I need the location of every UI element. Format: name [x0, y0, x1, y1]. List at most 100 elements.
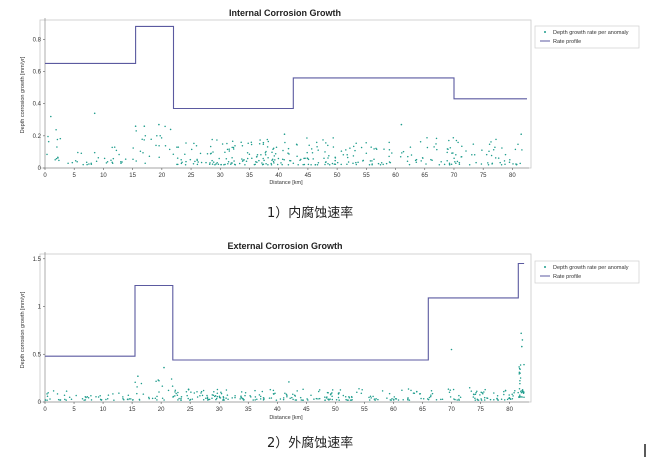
- data-point: [519, 382, 521, 385]
- data-point: [190, 391, 192, 393]
- data-point: [144, 162, 146, 164]
- data-point: [356, 391, 358, 394]
- data-point: [428, 396, 431, 399]
- data-point: [239, 398, 241, 400]
- y-axis-label: Depth corrosion growth [mm/yr]: [20, 291, 26, 368]
- data-point: [351, 396, 353, 399]
- data-point: [86, 396, 89, 398]
- data-point: [240, 141, 242, 143]
- data-point: [448, 139, 450, 142]
- data-point: [242, 159, 244, 161]
- data-point: [134, 125, 137, 127]
- data-point: [401, 152, 403, 154]
- data-point: [161, 385, 164, 387]
- data-point: [368, 164, 371, 166]
- data-point: [143, 139, 145, 141]
- data-point: [456, 399, 458, 401]
- data-point: [250, 143, 253, 146]
- data-point: [370, 146, 372, 148]
- data-point: [296, 155, 298, 157]
- data-point: [332, 146, 335, 148]
- data-point: [446, 160, 448, 162]
- data-point: [77, 151, 79, 154]
- data-point: [171, 385, 174, 387]
- data-point: [291, 396, 293, 399]
- data-point: [327, 162, 329, 165]
- data-point: [274, 159, 276, 161]
- data-point: [302, 163, 304, 166]
- data-point: [196, 159, 198, 162]
- data-point: [520, 390, 522, 393]
- x-tick-label: 70: [451, 173, 458, 179]
- data-point: [231, 156, 233, 159]
- legend-scatter-label: Depth growth rate per anomaly: [553, 30, 629, 36]
- data-point: [392, 399, 395, 401]
- data-point: [158, 145, 160, 147]
- data-point: [189, 158, 192, 161]
- data-point: [311, 151, 314, 154]
- data-point: [519, 380, 521, 382]
- data-point: [130, 398, 132, 400]
- data-point: [135, 130, 137, 132]
- data-point: [202, 398, 205, 401]
- data-point: [219, 397, 222, 399]
- data-point: [121, 161, 123, 163]
- data-point: [435, 399, 438, 401]
- rate-profile-line: [45, 25, 527, 110]
- data-point: [258, 142, 261, 145]
- data-point: [260, 154, 262, 156]
- data-point: [90, 395, 92, 397]
- data-point: [447, 388, 450, 390]
- data-point: [523, 363, 525, 366]
- data-point: [206, 396, 209, 398]
- data-point: [112, 157, 115, 160]
- data-point: [293, 394, 296, 396]
- data-point: [52, 390, 55, 392]
- data-point: [113, 146, 116, 148]
- data-point: [497, 399, 499, 401]
- data-point: [57, 156, 59, 159]
- data-point: [355, 161, 357, 164]
- data-point: [136, 392, 138, 395]
- data-point: [209, 162, 211, 164]
- data-point: [509, 159, 511, 161]
- data-point: [254, 389, 256, 392]
- data-point: [274, 392, 276, 395]
- data-point: [352, 155, 355, 157]
- data-point: [521, 345, 523, 348]
- data-point: [227, 163, 229, 165]
- data-point: [335, 398, 338, 401]
- data-point: [200, 390, 203, 393]
- data-point: [511, 393, 513, 396]
- data-point: [256, 155, 258, 158]
- data-point: [517, 143, 519, 146]
- data-point: [514, 148, 517, 151]
- data-point: [160, 137, 163, 139]
- data-point: [187, 397, 189, 400]
- data-point: [218, 395, 221, 397]
- data-point: [215, 163, 217, 165]
- data-point: [449, 147, 452, 149]
- data-point: [381, 390, 384, 392]
- data-point: [261, 390, 264, 393]
- x-tick-label: 55: [363, 173, 370, 179]
- data-point: [93, 112, 96, 115]
- caption-internal: 1）内腐蚀速率: [267, 206, 354, 221]
- data-point: [215, 397, 218, 400]
- data-point: [331, 389, 334, 391]
- data-point: [349, 147, 351, 149]
- data-point: [143, 125, 146, 127]
- data-point: [490, 141, 492, 143]
- data-point: [177, 163, 179, 166]
- data-point: [164, 125, 166, 128]
- data-point: [358, 387, 360, 390]
- data-point: [255, 160, 257, 163]
- data-point: [454, 161, 456, 163]
- data-point: [419, 140, 422, 143]
- data-point: [318, 397, 321, 400]
- data-point: [184, 164, 187, 166]
- data-point: [475, 161, 477, 164]
- data-point: [277, 157, 280, 160]
- data-point: [440, 161, 442, 163]
- data-point: [474, 397, 476, 399]
